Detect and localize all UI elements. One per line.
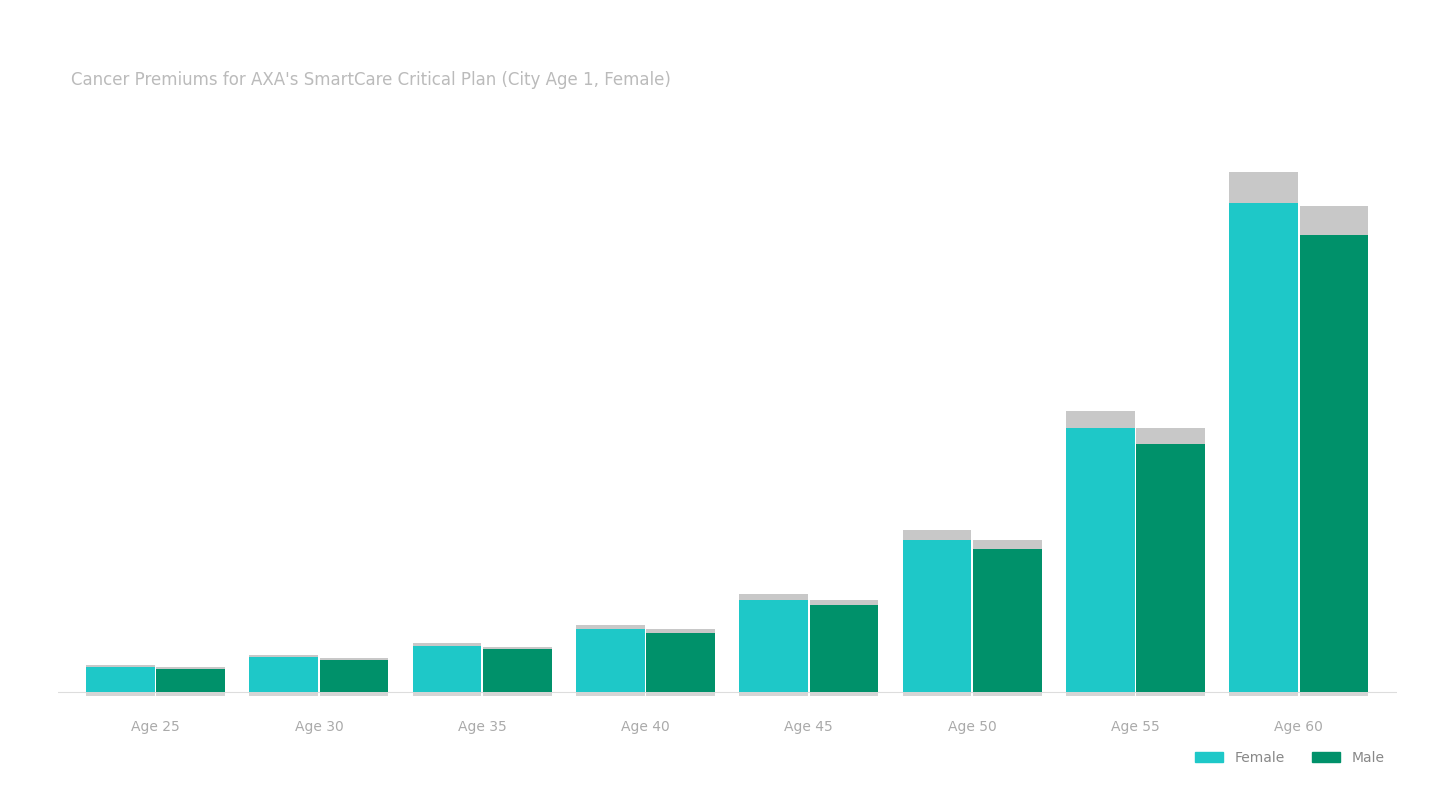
Bar bbox=[576, 625, 645, 629]
Bar bbox=[903, 692, 972, 696]
Bar bbox=[157, 667, 225, 669]
Bar bbox=[1066, 410, 1135, 427]
Bar bbox=[973, 692, 1041, 696]
Text: Cancer Premiums for AXA's SmartCare Critical Plan (City Age 1, Female): Cancer Premiums for AXA's SmartCare Crit… bbox=[71, 71, 671, 89]
Bar bbox=[320, 692, 389, 696]
Bar bbox=[482, 692, 552, 696]
Bar bbox=[973, 549, 1041, 692]
Bar bbox=[809, 605, 878, 692]
Bar bbox=[249, 692, 318, 696]
Bar bbox=[1136, 692, 1205, 696]
Bar bbox=[320, 660, 389, 692]
Bar bbox=[1136, 444, 1205, 692]
Bar bbox=[903, 540, 972, 692]
Bar bbox=[320, 657, 389, 660]
Bar bbox=[809, 692, 878, 696]
Bar bbox=[1230, 692, 1297, 696]
Bar bbox=[157, 692, 225, 696]
Bar bbox=[1300, 235, 1368, 692]
Legend: Female, Male: Female, Male bbox=[1189, 745, 1390, 770]
Bar bbox=[86, 692, 154, 696]
Bar bbox=[1136, 428, 1205, 444]
Bar bbox=[740, 692, 808, 696]
Bar bbox=[413, 646, 481, 692]
Bar bbox=[740, 599, 808, 692]
Bar bbox=[157, 669, 225, 692]
Bar bbox=[1230, 172, 1297, 203]
Bar bbox=[740, 594, 808, 599]
Bar bbox=[973, 540, 1041, 549]
Bar bbox=[1230, 203, 1297, 692]
Bar bbox=[576, 629, 645, 692]
Bar bbox=[809, 599, 878, 605]
Bar bbox=[576, 692, 645, 696]
Bar bbox=[482, 649, 552, 692]
Bar bbox=[647, 692, 714, 696]
Bar bbox=[1300, 206, 1368, 235]
Bar bbox=[249, 655, 318, 657]
Bar bbox=[903, 530, 972, 540]
Bar bbox=[86, 667, 154, 692]
Bar bbox=[86, 665, 154, 667]
Bar bbox=[413, 643, 481, 646]
Bar bbox=[1066, 692, 1135, 696]
Bar bbox=[1300, 692, 1368, 696]
Bar bbox=[482, 647, 552, 649]
Bar bbox=[647, 629, 714, 633]
Bar bbox=[647, 633, 714, 692]
Bar bbox=[249, 657, 318, 692]
Bar bbox=[1066, 427, 1135, 692]
Bar bbox=[413, 692, 481, 696]
